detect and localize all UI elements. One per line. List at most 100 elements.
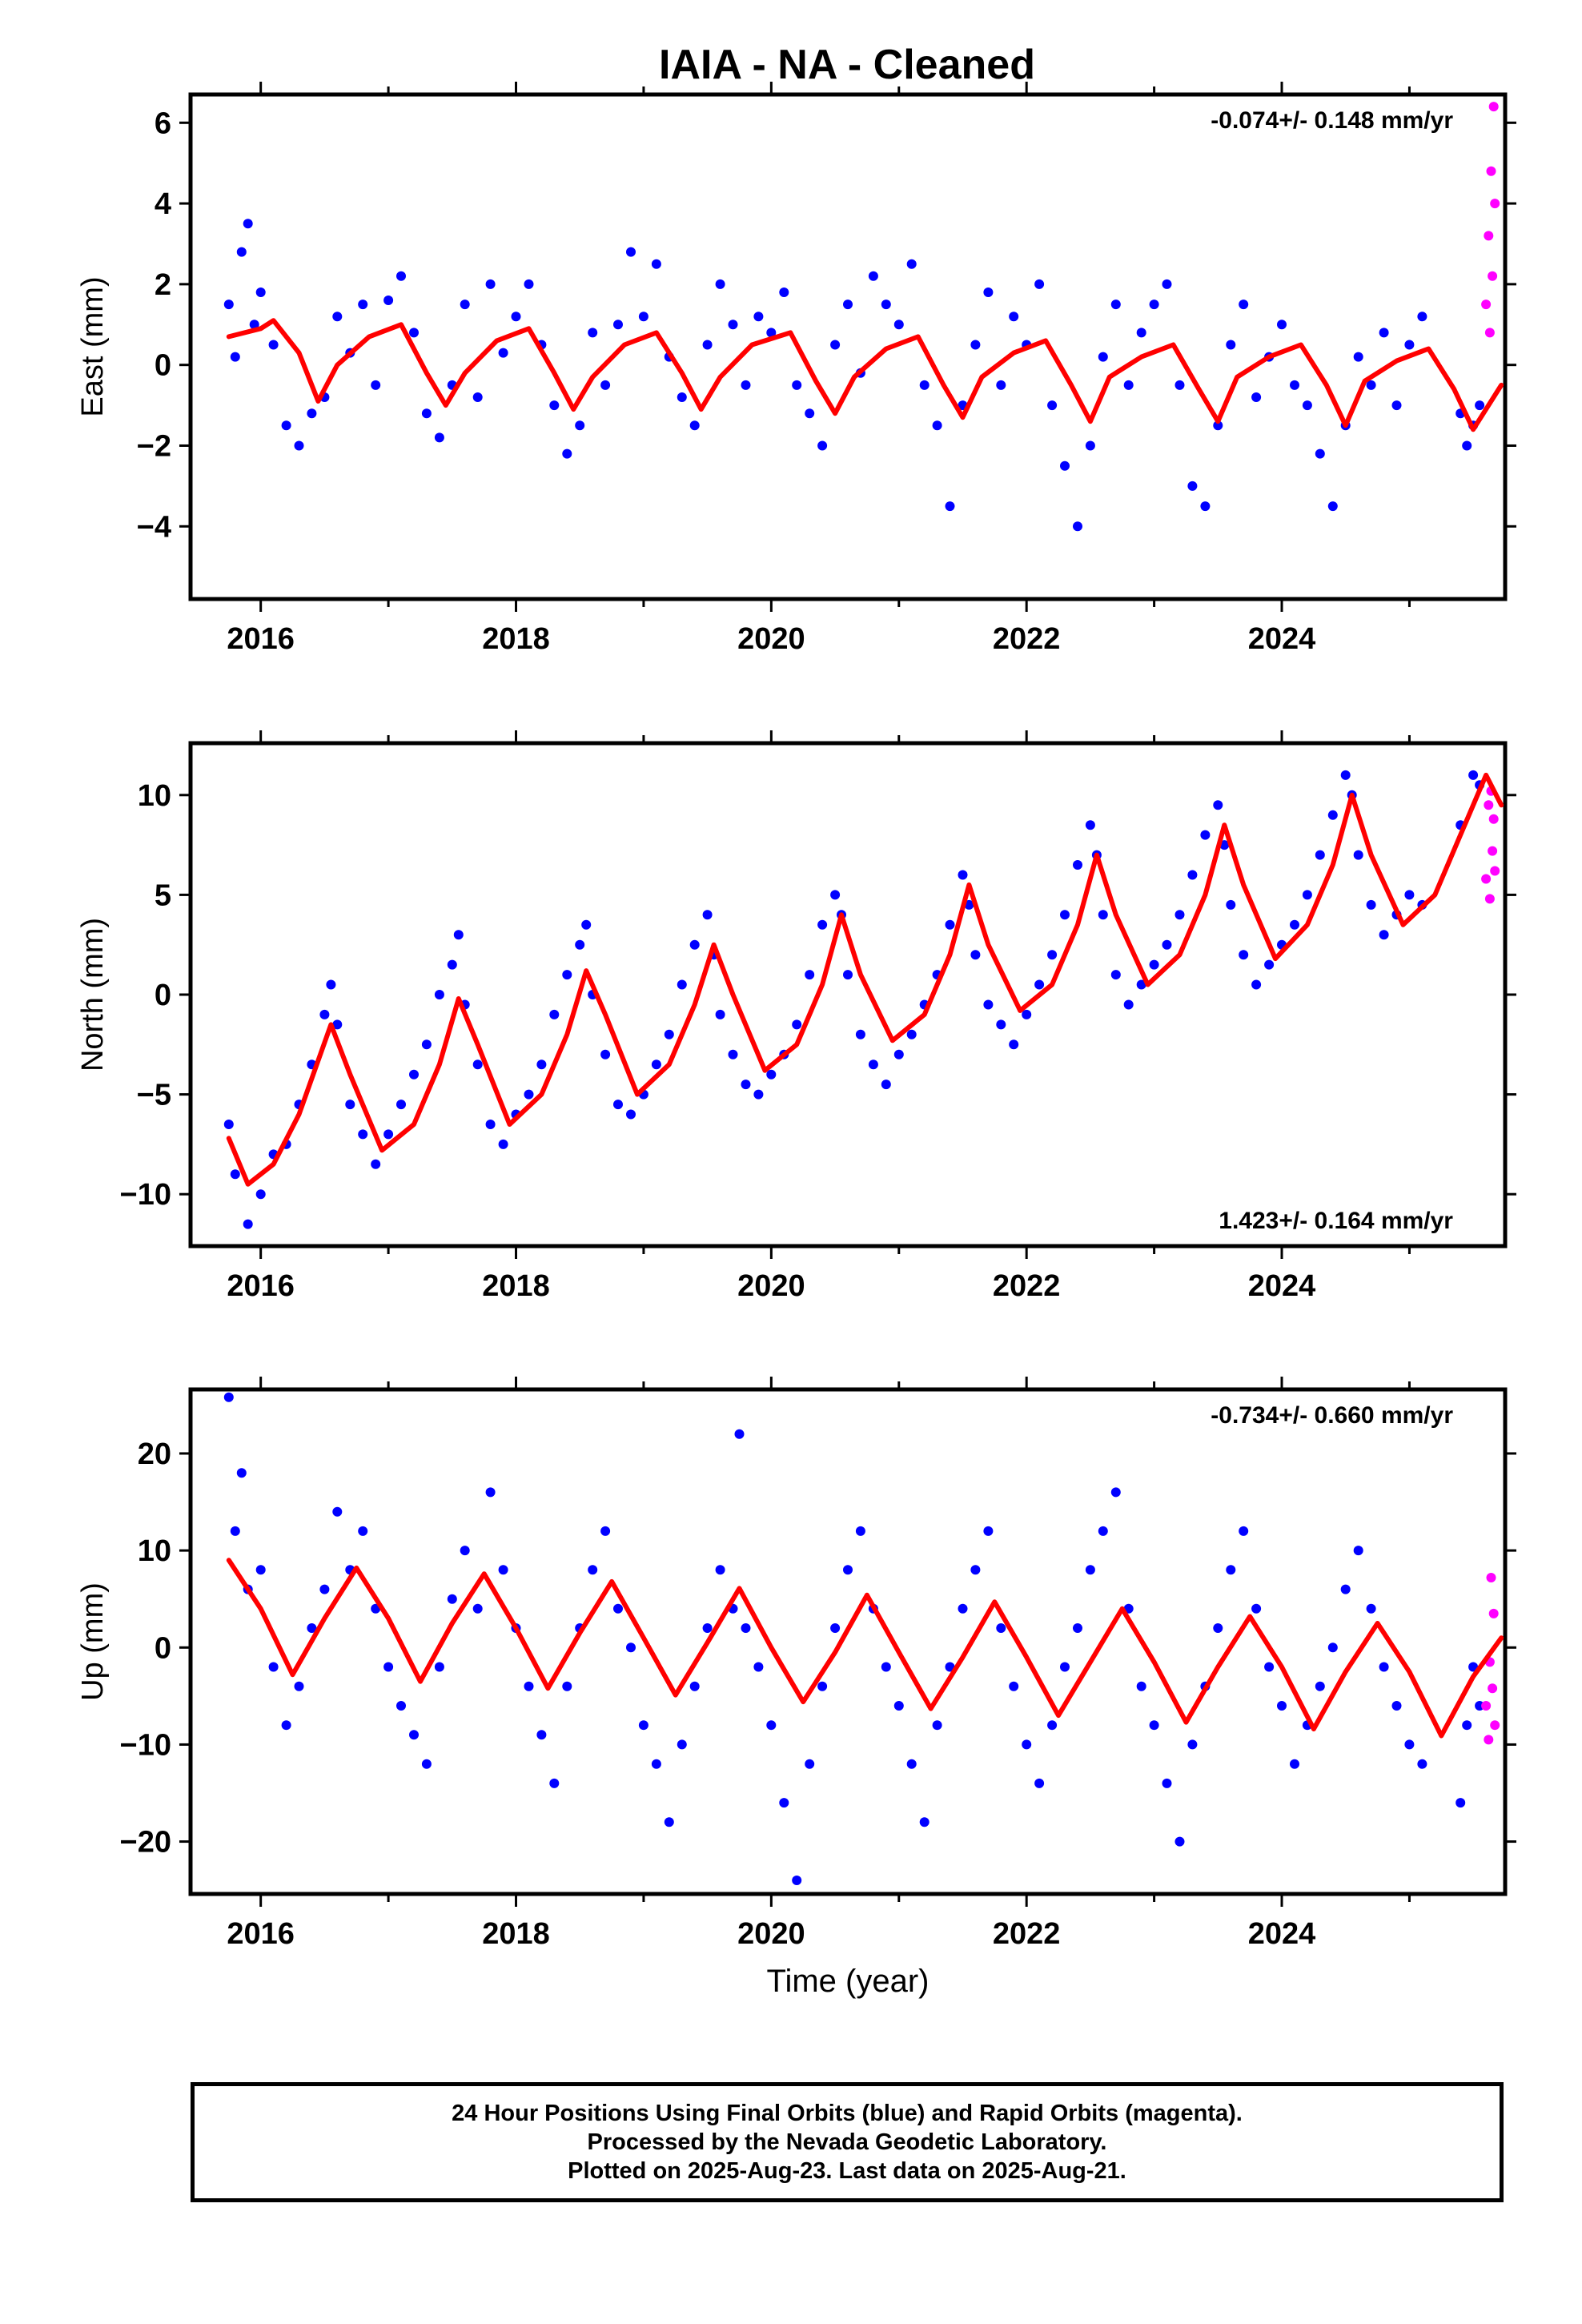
final-point [575,420,585,431]
final-point [358,1129,368,1140]
rapid-point [1481,1701,1492,1711]
final-point [893,320,904,330]
final-point [255,287,266,297]
panel-north: −10 −5 0 5 10 2016 2018 2020 2022 2024 North (mm) 1… [76,730,1516,1303]
final-point [664,1029,674,1039]
final-point [1290,919,1299,930]
final-point [1239,1526,1249,1536]
final-point [805,408,815,419]
plot-frame [188,1387,1508,1896]
final-point [498,1139,508,1149]
final-point [562,970,572,980]
final-point [1462,1720,1472,1731]
final-point [396,1701,406,1711]
y-tick-label: 10 [138,1534,171,1568]
final-point [1034,1778,1045,1788]
final-point [728,320,738,330]
final-point [1060,460,1070,471]
final-point [600,1526,611,1536]
x-axis-label: Time (year) [767,1964,930,1999]
final-point [1379,930,1389,940]
final-point [638,312,648,322]
y-tick-label: 0 [155,979,171,1012]
final-point [1213,1623,1223,1633]
rapid-point [1488,271,1498,281]
final-point [766,1069,777,1080]
series-group [223,1392,1504,1885]
final-point [562,448,572,459]
final-point [651,259,661,269]
footer-line-2: Processed by the Nevada Geodetic Laborat… [587,2129,1107,2155]
final-point [1391,400,1402,411]
x-tick-label: 2016 [227,1269,295,1303]
final-point [1187,1739,1198,1750]
final-point [485,279,496,289]
rapid-point [1488,102,1499,112]
plot-frame [188,92,1508,601]
x-tick-label: 2018 [482,622,550,656]
y-axis-label: Up (mm) [76,1582,110,1701]
final-point [1136,1681,1146,1691]
final-point [805,1759,815,1769]
final-point [664,1817,674,1827]
final-point [1034,279,1045,289]
final-point [1060,910,1070,920]
final-point [249,320,259,330]
final-point [255,1189,266,1200]
final-point [1009,1681,1019,1691]
final-point [932,420,942,431]
rapid-point [1488,846,1498,856]
final-point [472,1603,483,1614]
final-point [741,1080,751,1090]
final-point [626,1642,636,1653]
y-tick-label: 0 [155,349,171,383]
final-point [753,312,764,322]
final-point [472,1059,483,1070]
x-tick-label: 2016 [227,622,295,656]
final-point [1264,959,1275,970]
final-point [371,380,381,390]
final-point [1302,890,1312,900]
final-point [1213,800,1223,810]
fit-line [226,772,1504,1187]
final-point [1136,979,1146,990]
final-point [1302,400,1312,411]
final-point [843,970,853,980]
final-point [689,939,700,950]
final-point [1251,979,1262,990]
final-point [421,408,432,419]
final-point [1123,380,1134,390]
final-point [983,1526,994,1536]
final-point [383,1129,394,1140]
final-point [236,1468,247,1478]
final-point [881,1080,891,1090]
final-point [1251,1603,1262,1614]
rapid-point [1488,814,1499,824]
y-tick-label: −20 [120,1826,171,1860]
final-point [434,432,444,443]
final-point [281,420,291,431]
final-point [1073,521,1082,532]
final-point [677,392,687,402]
final-point [1379,1662,1389,1672]
y-tick-label: 10 [138,779,171,813]
final-point [1462,440,1472,451]
final-point [843,1565,853,1575]
final-point [741,1623,751,1633]
final-point [421,1759,432,1769]
final-point [1366,899,1376,910]
y-tick-label: −2 [137,429,171,463]
final-point [581,919,592,930]
final-point [906,1029,917,1039]
rapid-point [1486,166,1496,176]
final-point [1047,950,1058,960]
final-point [715,1565,725,1575]
final-point [996,1019,1006,1030]
final-point [1085,440,1095,451]
final-point [817,919,828,930]
x-tick-label: 2018 [482,1917,550,1951]
x-tick-label: 2020 [737,622,805,656]
final-point [893,1701,904,1711]
final-point [1073,860,1082,870]
